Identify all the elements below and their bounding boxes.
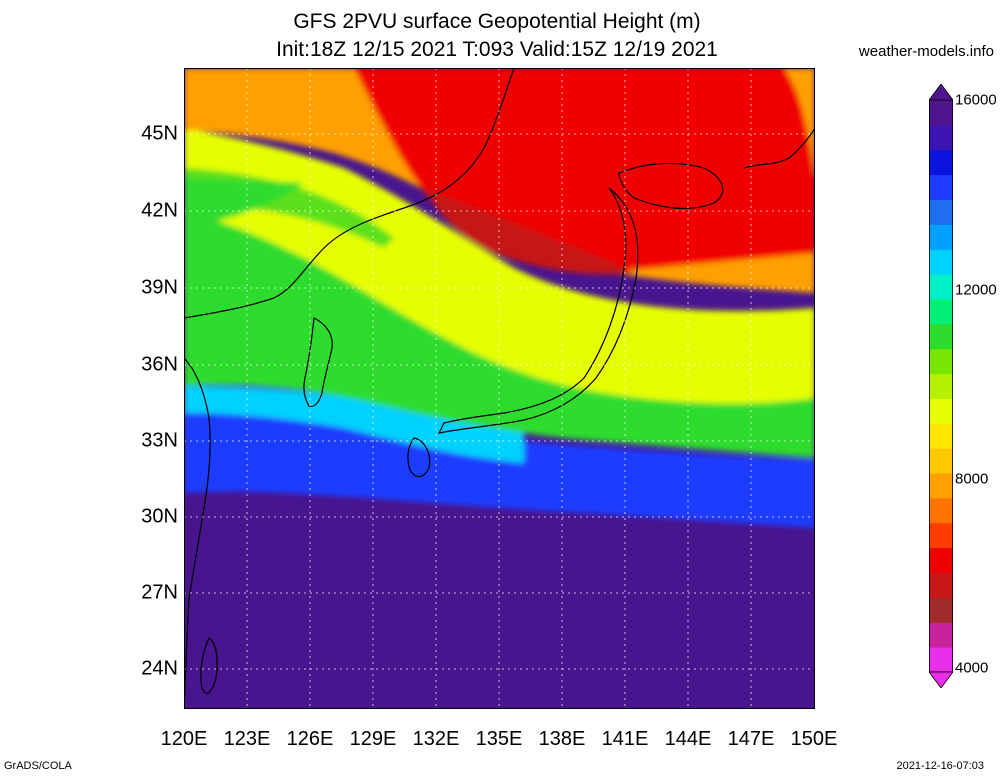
colorbar-band (929, 622, 953, 648)
honshu-coastline (437, 187, 639, 434)
colorbar-band (929, 647, 953, 673)
lon-label: 120E (160, 728, 208, 750)
colorbar-band (929, 597, 953, 623)
colorbar-label: 8000 (955, 470, 989, 488)
lon-label: 144E (664, 728, 712, 750)
lon-label: 129E (349, 728, 397, 750)
colorbar-top-arrow (929, 84, 953, 101)
colorbar (929, 84, 953, 688)
hokkaido-coastline (618, 162, 724, 210)
dark-red-core (424, 188, 634, 275)
colorbar-band (929, 298, 953, 325)
chart-title-line1: GFS 2PVU surface Geopotential Height (m) (293, 10, 701, 33)
lon-label: 135E (475, 728, 523, 750)
colorbar-band (929, 124, 953, 151)
lat-label: 45N (141, 122, 178, 145)
map-frame (184, 68, 815, 709)
graticule (184, 68, 815, 709)
colorbar-band (929, 473, 953, 499)
colorbar-band (929, 398, 953, 424)
colorbar-band (929, 497, 953, 524)
lat-label: 27N (141, 581, 178, 604)
colorbar-band (929, 100, 953, 126)
colorbar-label: 16000 (955, 91, 997, 109)
lat-label: 30N (141, 505, 178, 528)
lon-label: 123E (223, 728, 271, 750)
kamchatka-kuril-coastline (743, 127, 815, 169)
cyan-band (184, 386, 524, 463)
lat-label: 39N (141, 276, 178, 299)
footer-timestamp: 2021-12-16-07:03 (896, 760, 984, 772)
lon-label: 147E (727, 728, 775, 750)
chart-title-line2: Init:18Z 12/15 2021 T:093 Valid:15Z 12/1… (276, 38, 718, 61)
lon-label: 150E (790, 728, 838, 750)
lon-label: 141E (601, 728, 649, 750)
geopotential-height-field (184, 68, 815, 709)
colorbar-band (929, 249, 953, 275)
lat-label: 24N (141, 657, 178, 680)
colorbar-band (929, 323, 953, 350)
colorbar-bands (929, 99, 953, 673)
footer-software: GrADS/COLA (4, 760, 72, 772)
china-east-coastline (184, 357, 211, 709)
colorbar-label: 12000 (955, 281, 997, 299)
colorbar-band (929, 522, 953, 549)
lon-label: 132E (412, 728, 460, 750)
kyushu-coastline (407, 437, 431, 478)
coastlines (184, 68, 815, 709)
lat-label: 36N (141, 353, 178, 376)
colorbar-band (929, 174, 953, 200)
korea-coastline (303, 317, 333, 408)
lon-label: 138E (538, 728, 586, 750)
colorbar-band (929, 423, 953, 449)
colorbar-band (929, 149, 953, 176)
colorbar-band (929, 274, 953, 300)
lon-label: 126E (286, 728, 334, 750)
taiwan-coastline (200, 637, 218, 694)
colorbar-band (929, 348, 953, 375)
colorbar-band (929, 199, 953, 225)
colorbar-band (929, 373, 953, 399)
colorbar-band (929, 448, 953, 474)
colorbar-band (929, 224, 953, 250)
colorbar-label: 4000 (955, 659, 989, 677)
yellow-band (184, 128, 815, 404)
lat-label: 42N (141, 199, 178, 222)
mainland-asia-coastline (184, 68, 515, 319)
colorbar-band (929, 547, 953, 574)
map-panel (184, 68, 815, 709)
colorbar-bottom-arrow (929, 671, 953, 688)
green-patch-upper-left (184, 178, 304, 228)
source-credit: weather-models.info (858, 43, 994, 60)
colorbar-band (929, 572, 953, 598)
lat-label: 33N (141, 429, 178, 452)
